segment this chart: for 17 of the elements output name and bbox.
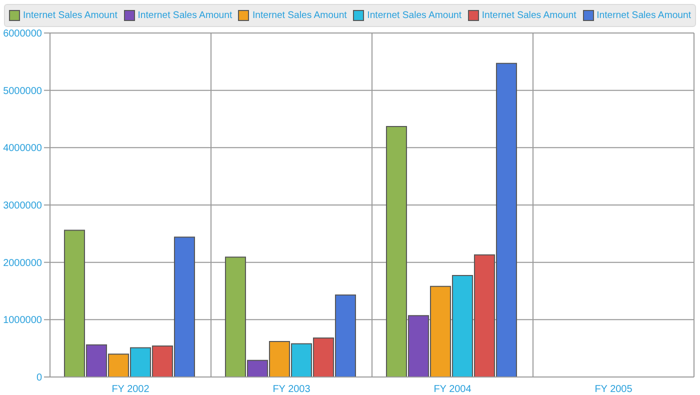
x-tick-label: FY 2005 bbox=[594, 384, 633, 395]
y-tick-label: 2000000 bbox=[3, 258, 42, 269]
y-tick-label: 6000000 bbox=[3, 28, 42, 40]
y-tick-label: 3000000 bbox=[3, 200, 42, 212]
legend-label: Internet Sales Amount bbox=[480, 10, 576, 21]
y-tick-label: 1000000 bbox=[3, 315, 42, 326]
x-tick-label: FY 2002 bbox=[112, 384, 150, 395]
y-tick-label: 5000000 bbox=[3, 86, 42, 97]
y-tick-label: 4000000 bbox=[3, 143, 42, 154]
x-tick-label: FY 2004 bbox=[434, 384, 472, 395]
legend-label: Internet Sales Amount bbox=[22, 10, 118, 21]
legend-label: Internet Sales Amount bbox=[136, 10, 232, 21]
legend-label: Internet Sales Amount bbox=[366, 10, 462, 21]
legend-label: Internet Sales Amount bbox=[251, 10, 347, 21]
y-tick-label: 0 bbox=[36, 372, 42, 384]
legend-label: Internet Sales Amount bbox=[596, 10, 691, 21]
x-tick-label: FY 2003 bbox=[272, 384, 311, 395]
